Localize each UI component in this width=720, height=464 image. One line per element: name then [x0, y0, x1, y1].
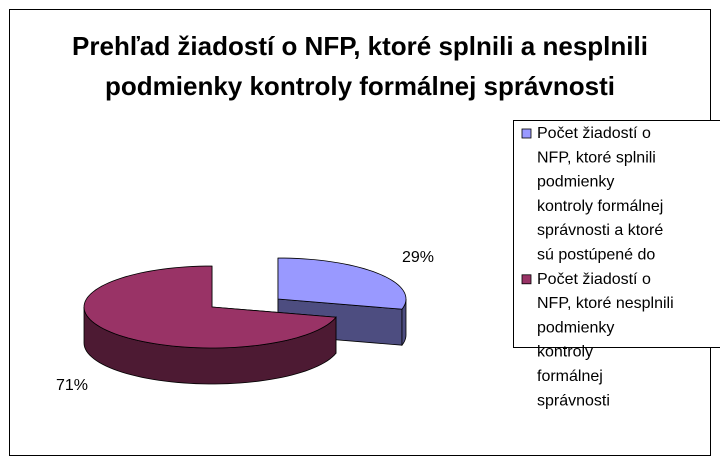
- data-label: 29%: [402, 249, 434, 266]
- legend-line: podmienky: [537, 174, 614, 191]
- legend-line: správnosti: [537, 393, 610, 410]
- legend-line: kontroly formálnej: [537, 198, 663, 215]
- legend-swatch: [521, 274, 532, 285]
- legend-line: podmienky: [537, 320, 614, 337]
- slice: [83, 265, 337, 349]
- legend-label: Počet žiadostí o NFP, ktoré nesplnili podm…: [537, 271, 674, 410]
- chart-title: Prehľad žiadostí o NFP, ktoré splnili a …: [72, 31, 648, 101]
- legend-line: správnosti a ktoré: [537, 222, 663, 239]
- legend-line: NFP, ktoré nesplnili: [537, 295, 674, 312]
- slice: [277, 257, 407, 310]
- legend-box: [513, 120, 720, 348]
- legend-line: kontroly: [537, 344, 593, 361]
- legend-swatch: [521, 128, 532, 139]
- legend-line: formálnej: [537, 368, 603, 385]
- legend-line: sú postúpené do: [537, 247, 655, 264]
- legend-label: Počet žiadostí o NFP, ktoré splnili podmie…: [537, 125, 663, 264]
- legend-line: NFP, ktoré splnili: [537, 150, 656, 167]
- data-label: 71%: [56, 377, 88, 394]
- legend-line: Počet žiadostí o: [537, 125, 651, 142]
- legend-line: Počet žiadostí o: [537, 271, 651, 288]
